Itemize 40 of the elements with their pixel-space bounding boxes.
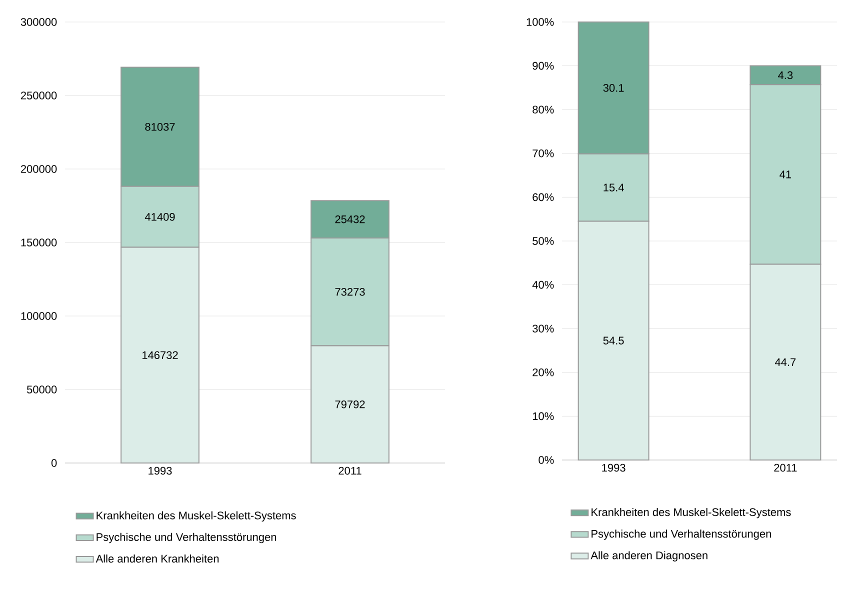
y-tick-label: 150000 <box>21 238 57 246</box>
data-label: 15.4 <box>604 184 624 192</box>
data-label: 73273 <box>335 288 365 296</box>
data-label: 25432 <box>335 215 365 224</box>
legend-label: Alle anderen Diagnosen <box>590 551 708 562</box>
legend-label: Alle anderen Krankheiten <box>96 554 219 563</box>
data-label: 81037 <box>145 122 175 131</box>
y-tick-label: 80% <box>532 106 554 114</box>
y-tick-label: 40% <box>532 280 554 289</box>
y-tick-label: 250000 <box>20 92 57 100</box>
x-tick-label: 1993 <box>602 464 626 472</box>
y-tick-label: 30% <box>532 324 554 332</box>
y-tick-label: 90% <box>532 62 554 70</box>
y-tick-label: 10% <box>532 412 554 420</box>
legend-label: Krankheiten des Muskel-Skelett-Systems <box>96 511 296 522</box>
data-label: 41 <box>780 170 792 178</box>
data-label: 79792 <box>335 400 365 408</box>
y-tick-label: 70% <box>532 149 554 158</box>
y-tick-label: 60% <box>532 193 554 202</box>
data-label: 54.5 <box>603 336 624 344</box>
x-tick-label: 1993 <box>148 466 172 475</box>
data-label: 146732 <box>142 351 178 360</box>
y-tick-label: 100000 <box>21 312 57 320</box>
x-tick-label: 2011 <box>338 466 362 475</box>
y-tick-label: 100% <box>526 18 554 26</box>
legend-label: Psychische und Verhaltensstörungen <box>592 530 771 540</box>
y-tick-label: 0 <box>51 459 57 467</box>
data-label: 30.1 <box>603 84 624 92</box>
x-tick-label: 2011 <box>774 464 797 472</box>
data-label: 44.7 <box>774 358 796 366</box>
y-tick-label: 50% <box>532 237 554 245</box>
data-label: 41409 <box>144 212 175 221</box>
y-tick-label: 300000 <box>20 18 57 26</box>
legend-label: Krankheiten des Muskel-Skelett-Systems <box>592 508 791 518</box>
data-label: 4.3 <box>778 71 793 80</box>
y-tick-label: 200000 <box>20 165 57 173</box>
y-tick-label: 50000 <box>26 386 57 394</box>
y-tick-label: 20% <box>532 368 554 376</box>
y-tick-label: 0% <box>538 456 554 464</box>
legend-label: Psychische und Verhaltensstörungen <box>96 532 276 544</box>
